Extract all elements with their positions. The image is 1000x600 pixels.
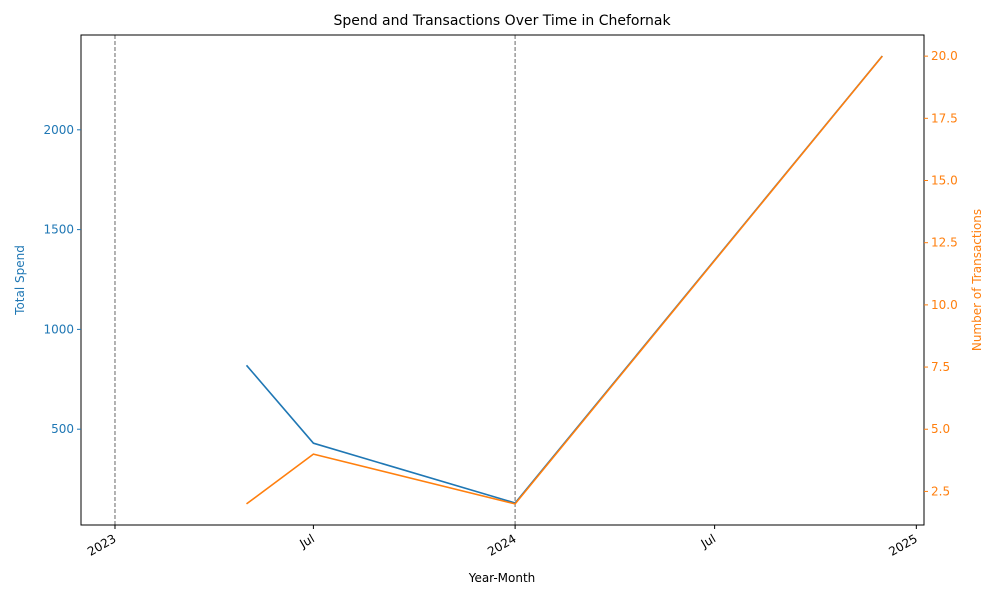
plot-frame <box>80 34 925 526</box>
x-axis: 2023 Jul 2024 Jul 2025 <box>85 525 920 559</box>
left-y-axis: 500 1000 1500 2000 <box>43 123 81 436</box>
x-tick-label: 2025 <box>886 531 919 558</box>
x-axis-title: Year-Month <box>468 571 536 585</box>
left-y-tick-label: 1500 <box>43 223 74 237</box>
left-y-axis-title: Total Spend <box>13 245 27 316</box>
right-y-axis: 2.5 5.0 7.5 10.0 12.5 15.0 17.5 20.0 <box>924 49 958 498</box>
right-y-axis-title: Number of Transactions <box>970 209 984 351</box>
right-y-tick-label: 5.0 <box>931 422 950 436</box>
left-y-tick-label: 500 <box>51 422 74 436</box>
plot-area <box>81 35 924 525</box>
right-y-tick-label: 12.5 <box>931 236 958 250</box>
x-tick-label: Jul <box>296 531 316 551</box>
right-y-tick-label: 7.5 <box>931 360 950 374</box>
right-y-tick-label: 17.5 <box>931 111 958 125</box>
x-tick-label: 2024 <box>485 531 518 558</box>
x-tick-label: Jul <box>698 531 718 551</box>
right-y-tick-label: 15.0 <box>931 174 958 188</box>
transactions-line <box>246 55 883 505</box>
left-y-tick-label: 1000 <box>43 322 74 336</box>
series-lines <box>245 55 883 505</box>
right-y-tick-label: 2.5 <box>931 484 950 498</box>
right-y-tick-label: 10.0 <box>931 298 958 312</box>
vertical-markers <box>114 35 516 525</box>
left-y-tick-label: 2000 <box>43 123 74 137</box>
chart-title: Spend and Transactions Over Time in Chef… <box>333 13 671 29</box>
right-y-tick-label: 20.0 <box>931 49 958 63</box>
x-tick-label: 2023 <box>85 531 118 558</box>
